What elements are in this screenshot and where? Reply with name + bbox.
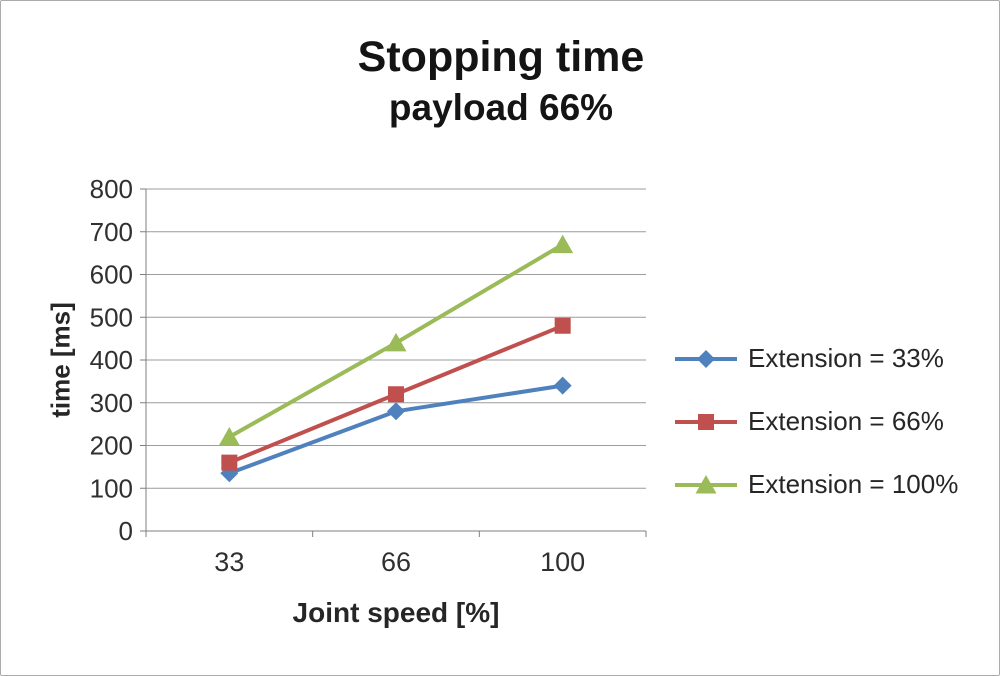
legend-triangle-marker [695, 474, 717, 493]
legend-key-triangle [675, 474, 737, 493]
y-tick-label: 300 [90, 388, 133, 418]
y-tick-label: 700 [90, 217, 133, 247]
legend-label: Extension = 66% [748, 406, 944, 436]
square-marker [221, 454, 238, 471]
x-tick-label: 66 [381, 547, 411, 577]
y-tick-label: 0 [119, 516, 133, 546]
legend-item: Extension = 66% [673, 406, 958, 437]
legend-key-square [675, 413, 737, 430]
x-tick-label: 100 [540, 547, 585, 577]
chart-subtitle: payload 66% [388, 86, 614, 128]
legend-square-marker [698, 413, 714, 430]
diamond-marker [553, 376, 572, 395]
legend-item: Extension = 33% [673, 343, 958, 374]
y-tick-label: 600 [90, 260, 133, 290]
legend: Extension = 33% Extension = 66% Extension … [673, 343, 958, 500]
y-tick-label: 200 [90, 431, 133, 461]
square-marker [554, 317, 571, 334]
square-marker [388, 386, 404, 403]
triangle-marker [385, 332, 407, 352]
y-tick-label: 500 [90, 302, 133, 332]
triangle-marker [552, 234, 574, 254]
x-axis-title: Joint speed [%] [292, 597, 500, 628]
legend-diamond-marker [697, 349, 715, 368]
legend-key-diamond [675, 349, 737, 368]
diamond-marker [387, 402, 405, 421]
chart-title: Stopping time [357, 33, 645, 81]
y-tick-label: 400 [90, 345, 133, 375]
legend-label: Extension = 100% [748, 469, 959, 499]
y-tick-label: 800 [90, 174, 133, 204]
x-tick-label: 33 [214, 547, 244, 577]
legend-item: Extension = 100% [673, 469, 958, 500]
legend-label: Extension = 33% [748, 343, 944, 373]
chart-title-block: Stopping time payload 66% [1, 31, 999, 131]
triangle-marker [218, 426, 240, 446]
y-tick-label: 100 [90, 473, 133, 503]
